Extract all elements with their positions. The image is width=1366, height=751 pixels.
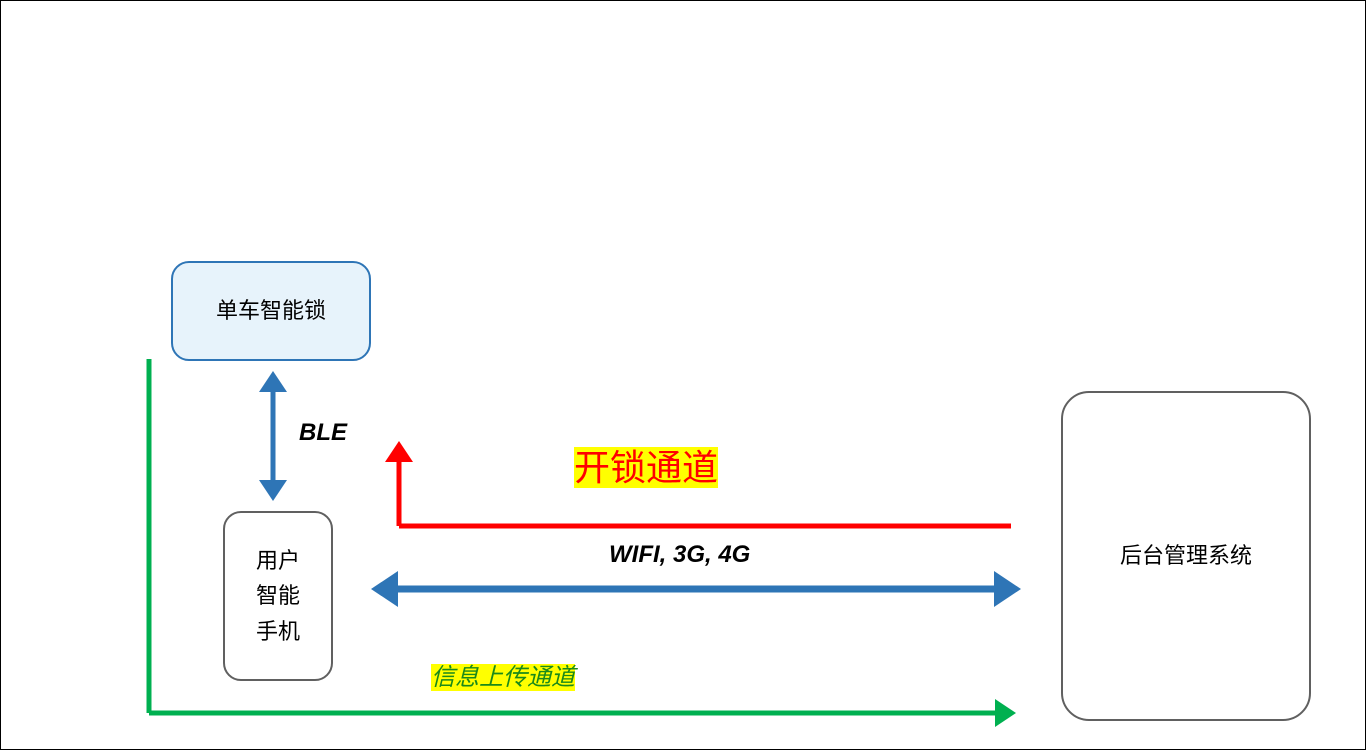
label-upload-channel: 信息上传通道 xyxy=(431,657,575,692)
node-smart-lock: 单车智能锁 xyxy=(171,261,371,361)
label-ble: BLE xyxy=(299,419,347,447)
label-wifi: WIFI, 3G, 4G xyxy=(609,541,750,569)
node-user-phone-label: 用户 智能 手机 xyxy=(256,543,300,649)
label-unlock-channel: 开锁通道 xyxy=(574,439,718,491)
node-backend-label: 后台管理系统 xyxy=(1120,538,1252,573)
node-backend-system: 后台管理系统 xyxy=(1061,391,1311,721)
node-user-phone: 用户 智能 手机 xyxy=(223,511,333,681)
node-smart-lock-label: 单车智能锁 xyxy=(216,293,326,328)
